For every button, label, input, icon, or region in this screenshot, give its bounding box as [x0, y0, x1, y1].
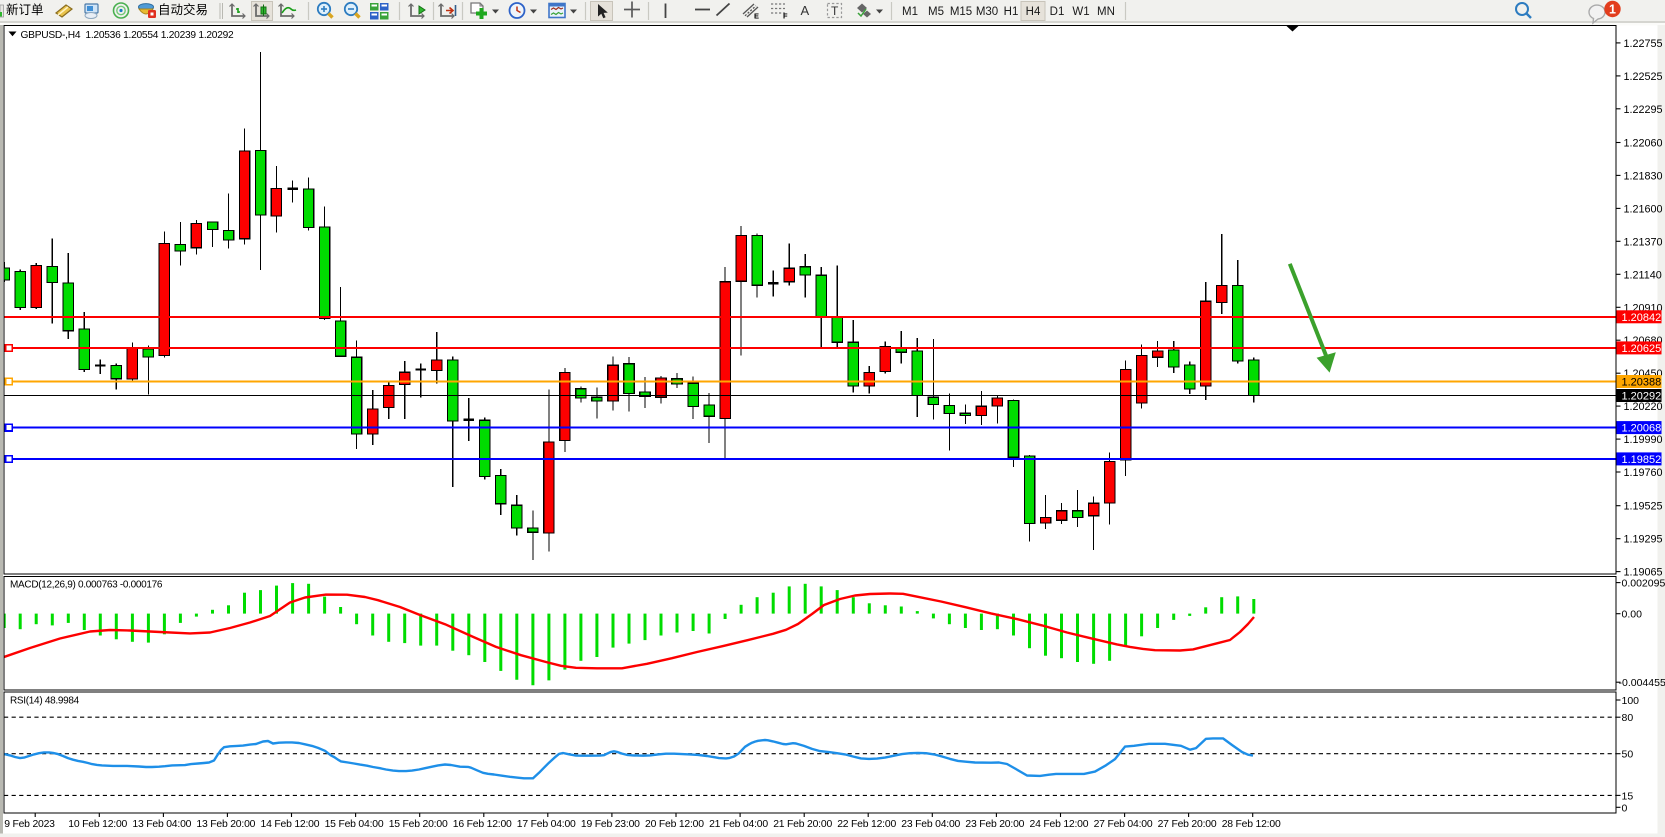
- svg-text:9 Feb 2023: 9 Feb 2023: [4, 819, 55, 830]
- svg-text:M30: M30: [976, 6, 998, 18]
- svg-text:1.20388: 1.20388: [1622, 377, 1662, 389]
- svg-text:1.19760: 1.19760: [1624, 467, 1663, 479]
- svg-text:MACD(12,26,9) 0.000763 -0.0001: MACD(12,26,9) 0.000763 -0.000176: [10, 580, 163, 591]
- svg-text:M5: M5: [928, 6, 944, 18]
- svg-text:50: 50: [1622, 749, 1634, 761]
- svg-text:23 Feb 04:00: 23 Feb 04:00: [901, 819, 960, 830]
- svg-text:28 Feb 12:00: 28 Feb 12:00: [1222, 819, 1281, 830]
- svg-text:H1: H1: [1004, 6, 1019, 18]
- svg-text:1.19065: 1.19065: [1624, 567, 1663, 579]
- svg-text:D1: D1: [1050, 6, 1065, 18]
- svg-text:1.21600: 1.21600: [1624, 203, 1663, 215]
- svg-text:15: 15: [1622, 790, 1634, 802]
- svg-text:100: 100: [1622, 695, 1640, 707]
- svg-text:1.22755: 1.22755: [1624, 38, 1663, 50]
- svg-text:1.21370: 1.21370: [1624, 236, 1663, 248]
- svg-text:F: F: [783, 12, 788, 21]
- svg-text:1.19525: 1.19525: [1624, 501, 1663, 513]
- svg-text:1: 1: [1609, 3, 1616, 17]
- svg-text:W1: W1: [1072, 6, 1089, 18]
- svg-text:1.20625: 1.20625: [1622, 343, 1662, 355]
- svg-text:新订单: 新订单: [6, 2, 44, 17]
- svg-text:GBPUSD-,H4 1.20536 1.20554 1.: GBPUSD-,H4 1.20536 1.20554 1.20239 1.202…: [21, 30, 235, 41]
- svg-text:1.19990: 1.19990: [1624, 434, 1663, 446]
- svg-text:15 Feb 04:00: 15 Feb 04:00: [325, 819, 384, 830]
- svg-text:RSI(14) 48.9984: RSI(14) 48.9984: [10, 696, 80, 707]
- svg-text:1.20220: 1.20220: [1624, 401, 1663, 413]
- svg-text:1.19295: 1.19295: [1624, 534, 1663, 546]
- svg-text:M15: M15: [950, 6, 972, 18]
- svg-text:T: T: [831, 4, 839, 18]
- svg-text:E: E: [754, 12, 759, 21]
- svg-text:1.21830: 1.21830: [1624, 170, 1663, 182]
- svg-text:0.00: 0.00: [1622, 609, 1643, 621]
- svg-text:20 Feb 12:00: 20 Feb 12:00: [645, 819, 704, 830]
- svg-text:27 Feb 20:00: 27 Feb 20:00: [1158, 819, 1217, 830]
- svg-text:1.20068: 1.20068: [1622, 423, 1662, 435]
- svg-text:80: 80: [1622, 712, 1634, 724]
- svg-text:A: A: [801, 3, 810, 18]
- svg-text:21 Feb 04:00: 21 Feb 04:00: [709, 819, 768, 830]
- svg-text:22 Feb 12:00: 22 Feb 12:00: [837, 819, 896, 830]
- svg-text:23 Feb 20:00: 23 Feb 20:00: [965, 819, 1024, 830]
- svg-text:16 Feb 12:00: 16 Feb 12:00: [453, 819, 512, 830]
- svg-text:19 Feb 23:00: 19 Feb 23:00: [581, 819, 640, 830]
- svg-text:15 Feb 20:00: 15 Feb 20:00: [389, 819, 448, 830]
- svg-text:24 Feb 12:00: 24 Feb 12:00: [1030, 819, 1089, 830]
- svg-text:1.22525: 1.22525: [1624, 71, 1663, 83]
- svg-text:27 Feb 04:00: 27 Feb 04:00: [1094, 819, 1153, 830]
- svg-text:1.22295: 1.22295: [1624, 104, 1663, 116]
- svg-text:10 Feb 12:00: 10 Feb 12:00: [68, 819, 127, 830]
- svg-text:0: 0: [1622, 802, 1628, 814]
- svg-text:MN: MN: [1097, 6, 1115, 18]
- svg-text:1.19852: 1.19852: [1622, 454, 1662, 466]
- svg-text:1.22060: 1.22060: [1624, 138, 1663, 150]
- svg-text:H4: H4: [1026, 6, 1041, 18]
- svg-text:0.002095: 0.002095: [1622, 578, 1665, 590]
- svg-text:-0.004455: -0.004455: [1619, 677, 1665, 689]
- svg-text:21 Feb 20:00: 21 Feb 20:00: [773, 819, 832, 830]
- svg-text:1.20292: 1.20292: [1622, 391, 1662, 403]
- svg-text:17 Feb 04:00: 17 Feb 04:00: [517, 819, 576, 830]
- svg-text:自动交易: 自动交易: [158, 2, 208, 17]
- svg-text:14 Feb 12:00: 14 Feb 12:00: [261, 819, 320, 830]
- svg-text:1.20842: 1.20842: [1622, 312, 1662, 324]
- svg-text:1.21140: 1.21140: [1624, 269, 1662, 281]
- svg-text:13 Feb 20:00: 13 Feb 20:00: [196, 819, 255, 830]
- svg-text:13 Feb 04:00: 13 Feb 04:00: [132, 819, 191, 830]
- svg-text:M1: M1: [902, 6, 918, 18]
